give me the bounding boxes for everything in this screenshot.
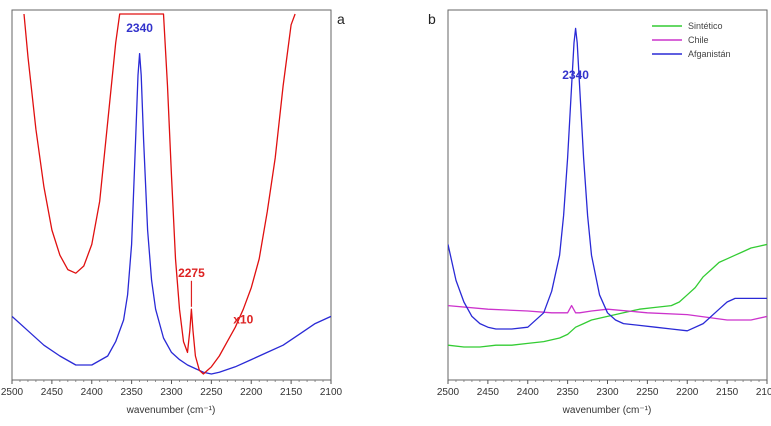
- x-tick-label: 2300: [596, 387, 619, 398]
- panel-b-letter: b: [428, 11, 436, 27]
- legend-label-sintético: Sintético: [688, 21, 723, 31]
- panel-b-annotations: 2340: [562, 68, 589, 82]
- x-tick-label: 2500: [437, 387, 460, 398]
- panel-a-frame: [11, 9, 332, 381]
- panel-a-x-label: wavenumber (cm⁻¹): [126, 405, 216, 416]
- x-tick-label: 2300: [160, 387, 183, 398]
- panel-a: 2500 2450 2400 2350 2300 2250 2200 2150 2100 234…: [1, 9, 345, 416]
- x-tick-label: 2450: [41, 387, 64, 398]
- panel-a-lines: [12, 13, 331, 375]
- x-tick-label: 2350: [121, 387, 144, 398]
- series-line-trace-1: [12, 52, 331, 375]
- panel-b-x-label: wavenumber (cm⁻¹): [562, 405, 652, 416]
- legend-label-afganistán: Afganistán: [688, 49, 731, 59]
- x-tick-label: 2150: [280, 387, 303, 398]
- annotation-2340: 2340: [126, 21, 153, 35]
- x-tick-label: 2250: [636, 387, 659, 398]
- x-tick-label: 2200: [240, 387, 263, 398]
- panel-b-lines: [448, 27, 767, 348]
- annotation-2275: 2275: [178, 266, 205, 280]
- series-line-chile: [448, 304, 767, 321]
- series-line-sintético: [448, 243, 767, 348]
- panel-b-legend: Sintético Chile Afganistán: [652, 21, 731, 59]
- x-tick-label: 2100: [320, 387, 343, 398]
- x-tick-label: 2400: [517, 387, 540, 398]
- panel-a-annotations: 2340 2275 x10: [126, 21, 253, 327]
- x-tick-label: 2150: [716, 387, 739, 398]
- series-line-afganistán: [448, 27, 767, 332]
- legend-label-chile: Chile: [688, 35, 709, 45]
- x-tick-label: 2250: [200, 387, 223, 398]
- panel-a-x-axis: 2500 2450 2400 2350 2300 2250 2200 2150 2100: [1, 380, 343, 398]
- x-tick-label: 2100: [756, 387, 771, 398]
- x-tick-label: 2200: [676, 387, 699, 398]
- panel-b-x-axis: 2500 2450 2400 2350 2300 2250 2200 2150 2100: [437, 380, 771, 398]
- x-tick-label: 2400: [81, 387, 104, 398]
- series-line-trace-2: [23, 13, 296, 375]
- x-tick-label: 2350: [557, 387, 580, 398]
- x-tick-label: 2500: [1, 387, 24, 398]
- x-tick-label: 2450: [477, 387, 500, 398]
- panel-a-letter: a: [337, 11, 345, 27]
- annotation-2340: 2340: [562, 68, 589, 82]
- panel-b-frame: [447, 9, 768, 381]
- panel-b: 2500 2450 2400 2350 2300 2250 2200 2150 2100 234…: [428, 9, 771, 416]
- annotation-x10: x10: [233, 313, 253, 327]
